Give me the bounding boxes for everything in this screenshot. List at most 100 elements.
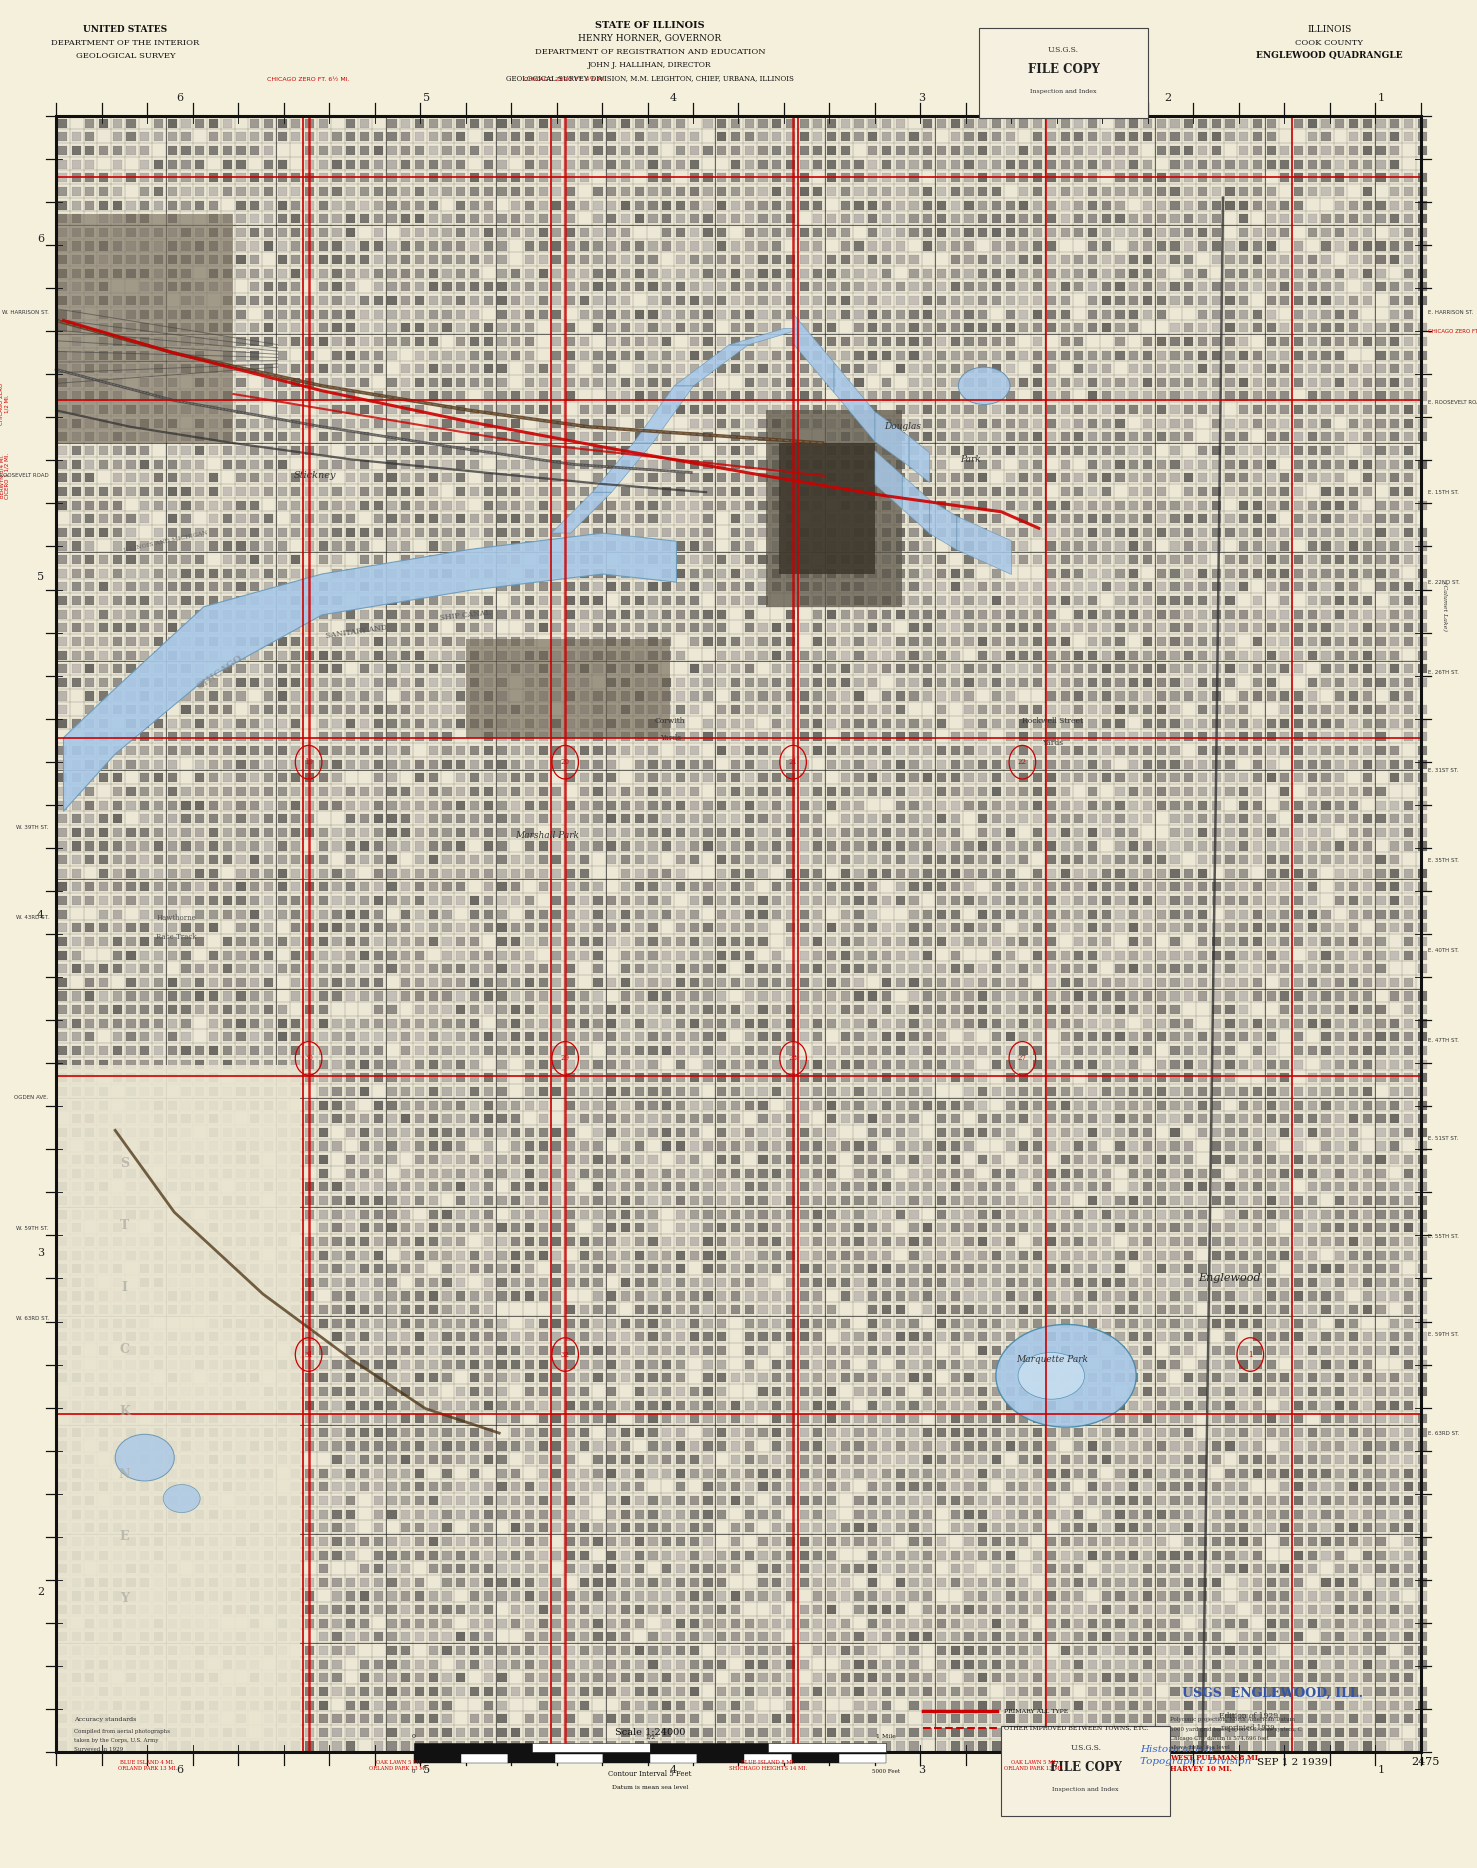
Bar bbox=[182, 1483, 191, 1491]
Bar bbox=[319, 1605, 328, 1614]
Bar bbox=[676, 1646, 685, 1655]
Bar bbox=[840, 501, 849, 510]
Bar bbox=[1170, 1210, 1180, 1218]
Bar bbox=[387, 1182, 397, 1192]
Bar bbox=[786, 773, 795, 783]
Bar bbox=[511, 732, 520, 742]
Bar bbox=[360, 1319, 369, 1328]
Bar bbox=[758, 1128, 768, 1138]
Bar bbox=[993, 760, 1001, 770]
Bar bbox=[799, 488, 809, 497]
Bar bbox=[1239, 923, 1248, 932]
Bar bbox=[1418, 364, 1427, 374]
Bar bbox=[291, 187, 300, 196]
Bar bbox=[1239, 1154, 1248, 1164]
Bar bbox=[580, 1386, 589, 1395]
Bar bbox=[140, 841, 149, 850]
Bar bbox=[168, 1741, 177, 1750]
Bar bbox=[1377, 200, 1385, 209]
Bar bbox=[1363, 282, 1372, 291]
Bar bbox=[882, 637, 891, 646]
Bar bbox=[895, 951, 905, 960]
Bar bbox=[332, 133, 341, 142]
Bar bbox=[895, 200, 905, 209]
Bar bbox=[552, 392, 561, 400]
Bar bbox=[1377, 568, 1385, 577]
Bar bbox=[1156, 1715, 1165, 1724]
Bar bbox=[1060, 869, 1069, 878]
Bar bbox=[1239, 1455, 1248, 1465]
Bar bbox=[868, 1496, 877, 1506]
Bar bbox=[690, 1074, 699, 1082]
Bar bbox=[676, 1537, 685, 1547]
Bar bbox=[223, 418, 232, 428]
Bar bbox=[306, 609, 315, 618]
Bar bbox=[855, 938, 864, 945]
Bar bbox=[387, 1509, 397, 1519]
Bar bbox=[1130, 910, 1139, 919]
Bar bbox=[223, 1250, 232, 1259]
Bar bbox=[1060, 501, 1069, 510]
Bar bbox=[1060, 1592, 1069, 1601]
Bar bbox=[1294, 583, 1303, 592]
Bar bbox=[772, 841, 781, 850]
Bar bbox=[291, 1620, 300, 1627]
Bar bbox=[1102, 992, 1111, 1001]
Bar bbox=[923, 1674, 932, 1683]
Bar bbox=[910, 1509, 919, 1519]
Bar bbox=[786, 514, 795, 523]
Bar bbox=[772, 1074, 781, 1082]
Bar bbox=[1281, 1700, 1289, 1709]
Bar bbox=[1267, 719, 1276, 729]
Bar bbox=[566, 828, 575, 837]
Bar bbox=[978, 228, 987, 237]
Bar bbox=[951, 624, 960, 633]
Bar bbox=[855, 596, 864, 605]
Bar bbox=[1211, 351, 1221, 361]
Bar bbox=[1211, 609, 1221, 618]
Bar bbox=[662, 446, 672, 456]
Bar bbox=[182, 529, 191, 536]
Bar bbox=[635, 704, 644, 714]
Bar bbox=[127, 200, 136, 209]
Bar bbox=[882, 1154, 891, 1164]
Bar bbox=[1294, 1018, 1303, 1027]
Bar bbox=[1102, 1373, 1111, 1382]
Bar bbox=[1047, 174, 1056, 183]
Bar bbox=[882, 732, 891, 742]
Bar bbox=[676, 1386, 685, 1395]
Bar bbox=[1211, 624, 1221, 633]
Bar bbox=[443, 1074, 452, 1082]
Bar bbox=[498, 542, 507, 551]
Bar bbox=[1102, 704, 1111, 714]
Bar bbox=[607, 1592, 616, 1601]
Bar bbox=[868, 923, 877, 932]
Bar bbox=[1252, 1141, 1261, 1151]
Bar bbox=[154, 801, 162, 809]
Bar bbox=[1418, 215, 1427, 224]
Bar bbox=[1211, 1005, 1221, 1014]
Bar bbox=[936, 938, 947, 945]
Bar bbox=[539, 1237, 548, 1246]
Bar bbox=[1032, 910, 1043, 919]
Bar bbox=[291, 732, 300, 742]
Bar bbox=[676, 473, 685, 482]
Bar bbox=[208, 624, 219, 633]
Bar bbox=[306, 745, 315, 755]
Bar bbox=[208, 446, 219, 456]
Bar bbox=[607, 392, 616, 400]
Bar bbox=[936, 1659, 947, 1668]
Bar bbox=[978, 1182, 987, 1192]
Bar bbox=[594, 1564, 603, 1573]
Bar bbox=[112, 1483, 123, 1491]
Bar bbox=[635, 1113, 644, 1123]
Bar bbox=[1294, 568, 1303, 577]
Bar bbox=[772, 133, 781, 142]
Bar bbox=[511, 351, 520, 361]
Bar bbox=[1252, 514, 1261, 523]
Bar bbox=[662, 1046, 672, 1055]
Bar bbox=[1252, 1332, 1261, 1341]
Bar bbox=[415, 596, 424, 605]
Bar bbox=[910, 814, 919, 824]
Bar bbox=[1006, 133, 1015, 142]
